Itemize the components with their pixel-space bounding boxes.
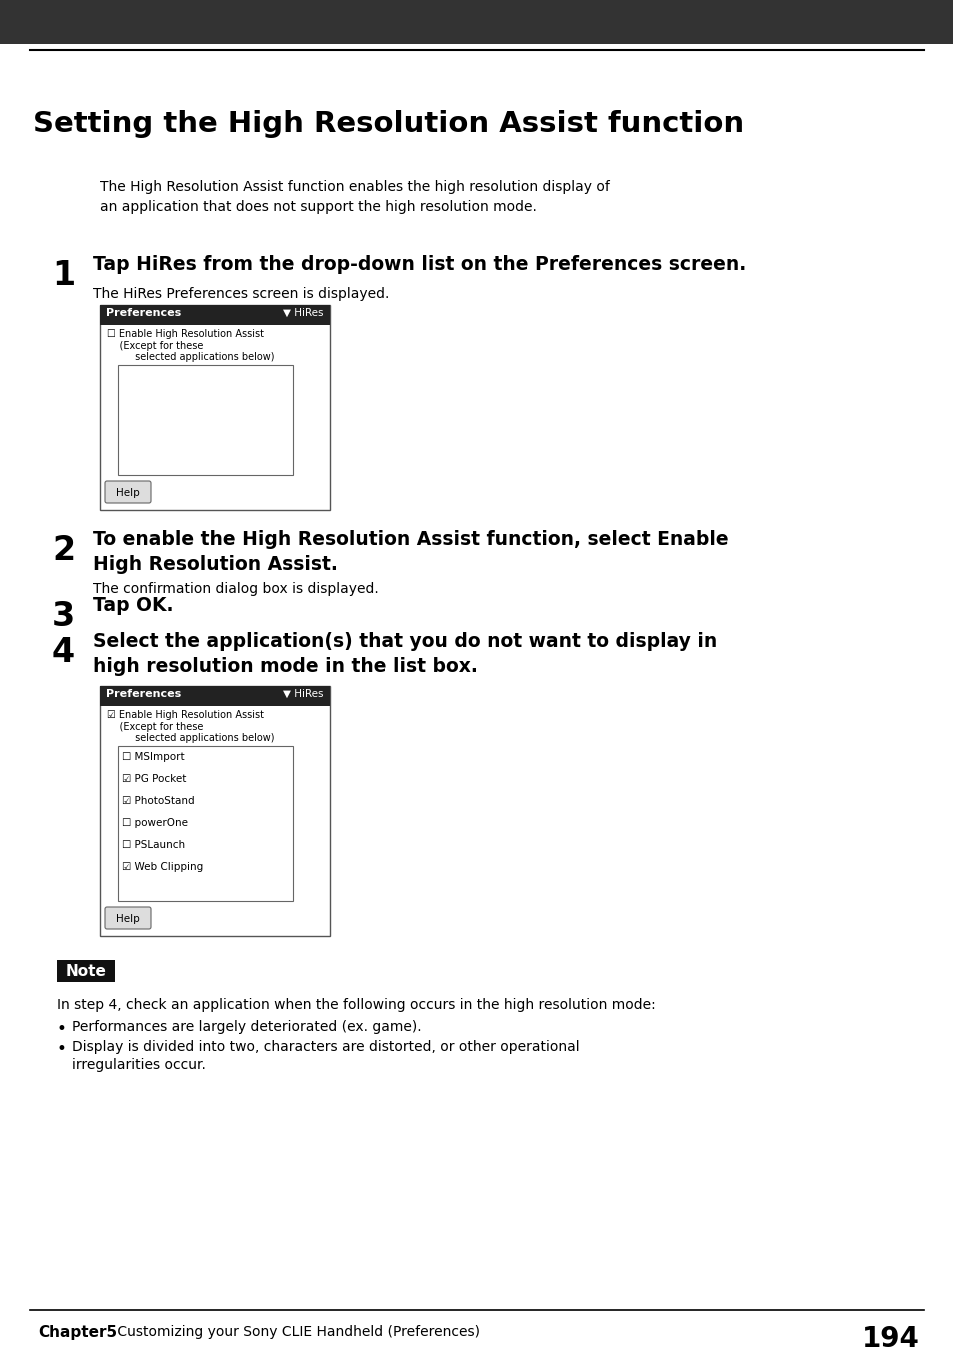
Text: ▼ HiRes: ▼ HiRes xyxy=(283,308,324,318)
Bar xyxy=(100,306,330,324)
Text: Tap OK.: Tap OK. xyxy=(92,596,173,615)
FancyBboxPatch shape xyxy=(105,481,151,503)
Text: Customizing your Sony CLIE Handheld (Preferences): Customizing your Sony CLIE Handheld (Pre… xyxy=(112,1325,479,1338)
Text: Performances are largely deteriorated (ex. game).: Performances are largely deteriorated (e… xyxy=(71,1019,421,1034)
Text: ☐ MSImport: ☐ MSImport xyxy=(122,752,185,763)
Text: ☑ Enable High Resolution Assist: ☑ Enable High Resolution Assist xyxy=(107,710,264,721)
Bar xyxy=(100,306,330,510)
Text: ☐ Enable High Resolution Assist: ☐ Enable High Resolution Assist xyxy=(107,329,264,339)
Text: ☑ PhotoStand: ☑ PhotoStand xyxy=(122,796,194,806)
Text: The High Resolution Assist function enables the high resolution display of
an ap: The High Resolution Assist function enab… xyxy=(100,180,609,214)
Text: To enable the High Resolution Assist function, select Enable
High Resolution Ass: To enable the High Resolution Assist fun… xyxy=(92,530,728,575)
Text: ☐ powerOne: ☐ powerOne xyxy=(122,818,188,827)
Bar xyxy=(118,365,293,475)
Text: irregularities occur.: irregularities occur. xyxy=(71,1059,206,1072)
Text: Select the application(s) that you do not want to display in
high resolution mod: Select the application(s) that you do no… xyxy=(92,631,717,676)
Text: The confirmation dialog box is displayed.: The confirmation dialog box is displayed… xyxy=(92,581,378,596)
FancyBboxPatch shape xyxy=(105,907,151,929)
Text: Tap HiRes from the drop-down list on the Preferences screen.: Tap HiRes from the drop-down list on the… xyxy=(92,256,745,274)
Text: Setting the High Resolution Assist function: Setting the High Resolution Assist funct… xyxy=(33,110,743,138)
Bar xyxy=(118,746,293,900)
Text: ☐ PSLaunch: ☐ PSLaunch xyxy=(122,840,185,850)
Text: selected applications below): selected applications below) xyxy=(107,352,274,362)
Bar xyxy=(0,0,953,45)
Text: ▼ HiRes: ▼ HiRes xyxy=(283,690,324,699)
Text: ☑ Web Clipping: ☑ Web Clipping xyxy=(122,863,203,872)
Text: •: • xyxy=(57,1040,67,1059)
Text: Note: Note xyxy=(66,964,107,979)
Bar xyxy=(57,960,115,982)
Text: 2: 2 xyxy=(52,534,75,566)
Bar xyxy=(100,685,330,706)
Text: 194: 194 xyxy=(862,1325,919,1352)
Text: Preferences: Preferences xyxy=(106,690,181,699)
Text: selected applications below): selected applications below) xyxy=(107,733,274,744)
Text: Chapter5: Chapter5 xyxy=(38,1325,117,1340)
Text: (Except for these: (Except for these xyxy=(107,722,203,731)
Text: (Except for these: (Except for these xyxy=(107,341,203,352)
Text: •: • xyxy=(57,1019,67,1038)
Text: Display is divided into two, characters are distorted, or other operational: Display is divided into two, characters … xyxy=(71,1040,579,1055)
Text: The HiRes Preferences screen is displayed.: The HiRes Preferences screen is displaye… xyxy=(92,287,389,301)
Text: 3: 3 xyxy=(52,600,75,633)
Text: 4: 4 xyxy=(52,635,75,669)
Text: ☑ PG Pocket: ☑ PG Pocket xyxy=(122,773,186,784)
Text: 1: 1 xyxy=(52,260,75,292)
Bar xyxy=(100,685,330,936)
Text: Help: Help xyxy=(116,488,140,498)
Text: Preferences: Preferences xyxy=(106,308,181,318)
Text: Help: Help xyxy=(116,914,140,923)
Text: In step 4, check an application when the following occurs in the high resolution: In step 4, check an application when the… xyxy=(57,998,655,1013)
